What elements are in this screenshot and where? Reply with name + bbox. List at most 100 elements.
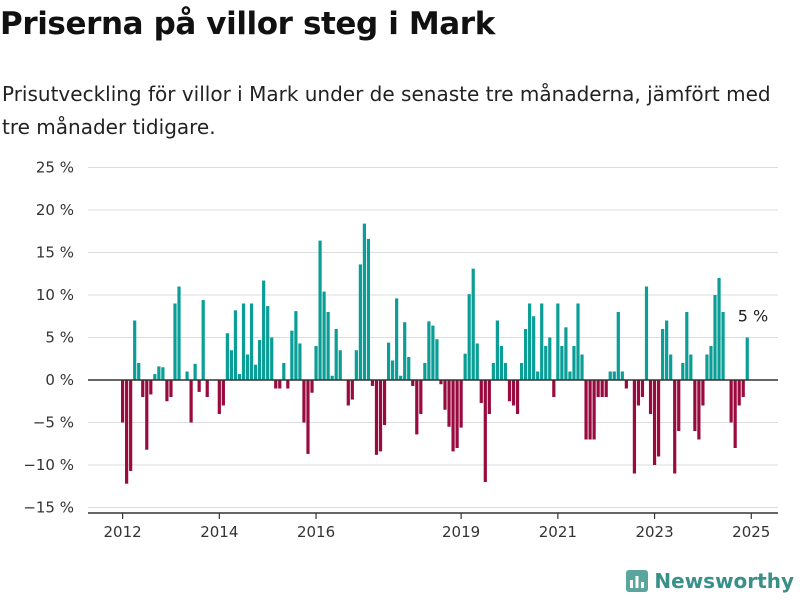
bar xyxy=(443,380,447,410)
bar xyxy=(330,375,334,380)
bar xyxy=(491,363,495,380)
bar xyxy=(205,380,209,397)
bar xyxy=(689,354,693,380)
bar xyxy=(681,363,685,380)
bar xyxy=(673,380,677,474)
bar xyxy=(217,380,221,414)
bar xyxy=(407,357,411,380)
bar xyxy=(270,337,274,380)
bar xyxy=(685,312,689,380)
bar xyxy=(386,342,391,380)
newsworthy-logo[interactable]: Newsworthy xyxy=(626,569,794,593)
bar xyxy=(741,380,745,397)
bar xyxy=(556,303,560,380)
bar xyxy=(173,303,177,380)
bar xyxy=(721,312,725,380)
bar xyxy=(262,280,266,380)
bar xyxy=(499,346,504,380)
bar xyxy=(572,346,576,380)
bar xyxy=(435,339,439,380)
y-tick-label: 0 % xyxy=(45,371,74,389)
bar xyxy=(729,380,733,423)
chart-title: Priserna på villor steg i Mark xyxy=(0,6,495,42)
bar xyxy=(536,371,540,380)
bar xyxy=(310,380,314,393)
bar xyxy=(306,380,310,454)
bar xyxy=(640,380,645,397)
bar xyxy=(253,364,258,380)
bar xyxy=(241,303,246,380)
bar xyxy=(697,380,701,440)
bar xyxy=(503,363,508,380)
bar xyxy=(399,375,403,380)
bar xyxy=(129,380,133,471)
bar xyxy=(665,320,669,380)
bar xyxy=(713,295,717,380)
bar xyxy=(318,240,322,380)
x-tick-label: 2016 xyxy=(297,523,335,541)
bar xyxy=(411,380,415,386)
bar xyxy=(592,380,596,440)
bar xyxy=(588,380,592,440)
bar xyxy=(717,278,721,380)
bar xyxy=(161,367,165,380)
bar xyxy=(141,380,145,397)
bar-chart-logo-icon xyxy=(626,570,649,592)
x-tick-label: 2014 xyxy=(200,523,238,541)
bar xyxy=(544,346,548,380)
bar xyxy=(197,380,201,392)
bar xyxy=(145,380,149,450)
bar xyxy=(447,380,451,427)
bar xyxy=(677,380,681,431)
x-tick-label: 2019 xyxy=(442,523,480,541)
bar xyxy=(366,238,371,380)
bar xyxy=(125,380,129,484)
bar xyxy=(221,380,225,406)
bar xyxy=(229,350,234,380)
bar xyxy=(382,380,387,426)
bar xyxy=(354,350,358,380)
bar xyxy=(334,329,338,380)
bar xyxy=(620,371,624,380)
bar xyxy=(294,311,298,380)
bar xyxy=(661,329,665,380)
bar xyxy=(177,286,181,380)
bar xyxy=(487,380,491,414)
bar xyxy=(427,321,431,380)
bar xyxy=(233,310,238,380)
bar xyxy=(358,264,362,380)
bar xyxy=(153,374,157,380)
y-tick-label: 15 % xyxy=(36,244,74,262)
bar xyxy=(322,291,326,380)
bar xyxy=(564,327,568,380)
bar xyxy=(374,380,379,455)
bar xyxy=(548,337,552,380)
bar xyxy=(451,380,455,452)
bar xyxy=(612,371,616,380)
bar xyxy=(632,380,637,474)
bar xyxy=(326,312,330,380)
bar xyxy=(624,380,628,389)
bar xyxy=(507,380,512,402)
bar xyxy=(616,312,620,380)
bar xyxy=(737,380,741,406)
bar xyxy=(511,380,516,406)
bar xyxy=(169,380,173,397)
bar xyxy=(745,337,749,380)
bar xyxy=(648,380,653,414)
bar xyxy=(524,329,528,380)
bars xyxy=(121,223,749,484)
bar xyxy=(423,363,427,380)
bar xyxy=(483,380,487,482)
bar xyxy=(302,380,306,423)
y-tick-label: 5 % xyxy=(45,329,74,347)
bar xyxy=(701,380,705,406)
bar xyxy=(189,380,193,423)
y-axis-tick-labels: −15 % −10 % −5 % 0 % 5 % 10 % 15 % 20 % 25 % xyxy=(23,159,74,517)
bar xyxy=(471,268,475,380)
bar xyxy=(274,380,278,389)
bar xyxy=(495,320,499,380)
chart-subtitle: Prisutveckling för villor i Mark under d… xyxy=(2,82,771,139)
x-tick-label: 2012 xyxy=(104,523,142,541)
